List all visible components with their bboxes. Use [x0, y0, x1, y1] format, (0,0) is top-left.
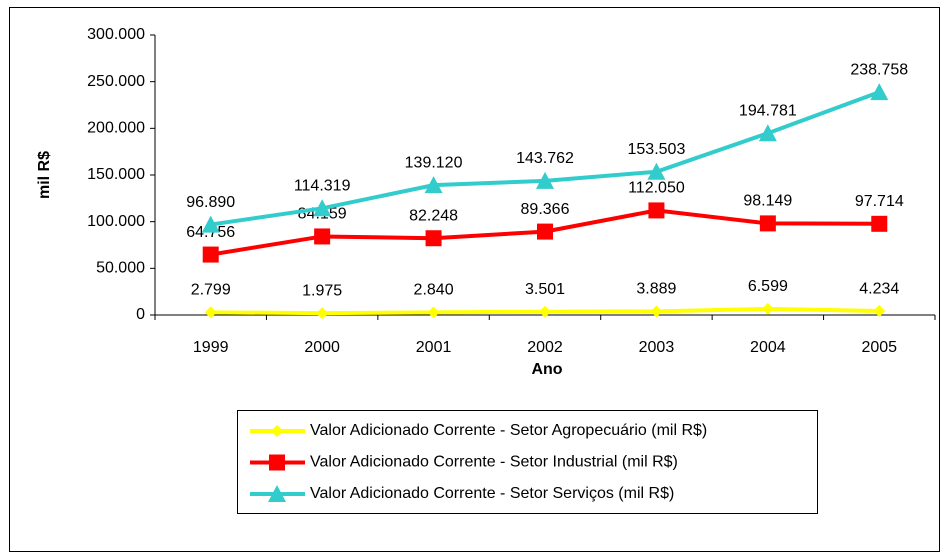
y-tick-label: 100.000	[87, 213, 145, 230]
marker	[759, 215, 776, 232]
x-tick-label: 2000	[304, 339, 340, 356]
marker	[201, 215, 220, 233]
marker	[537, 223, 553, 240]
x-tick-label: 2005	[861, 339, 897, 356]
y-tick-label: 150.000	[87, 166, 145, 183]
data-label: 114.319	[294, 178, 351, 195]
marker	[536, 171, 554, 189]
marker	[313, 199, 332, 217]
marker	[316, 307, 329, 320]
data-label: 3.889	[636, 281, 676, 298]
data-label: 96.890	[186, 194, 235, 211]
marker	[648, 202, 665, 219]
x-tick-label: 2001	[416, 339, 452, 356]
marker	[761, 302, 774, 315]
marker	[539, 305, 551, 318]
marker	[647, 162, 666, 180]
y-tick-label: 300.000	[87, 26, 145, 43]
y-tick-label: 250.000	[87, 73, 145, 90]
x-tick-label: 1999	[193, 339, 229, 356]
marker	[871, 215, 888, 232]
marker	[269, 454, 285, 471]
data-label: 98.149	[743, 193, 792, 210]
x-axis-label: Ano	[531, 361, 562, 378]
marker	[202, 246, 219, 263]
y-tick-label: 200.000	[87, 120, 145, 137]
data-label: 97.714	[855, 193, 904, 210]
x-tick-label: 2002	[527, 339, 563, 356]
x-tick-label: 2004	[750, 339, 786, 356]
y-tick-label: 0	[136, 306, 145, 323]
data-label: 139.120	[405, 154, 463, 171]
x-tick-label: 2003	[639, 339, 675, 356]
data-label: 112.050	[628, 180, 685, 197]
marker	[424, 176, 443, 194]
data-label: 82.248	[409, 207, 458, 224]
y-axis-label: mil R$	[36, 151, 53, 199]
marker	[314, 228, 331, 245]
marker	[870, 83, 889, 101]
data-label: 3.501	[525, 281, 565, 298]
data-label: 2.799	[191, 282, 231, 299]
marker	[873, 305, 886, 318]
legend-label: Valor Adicionado Corrente - Setor Serviç…	[310, 485, 674, 502]
legend-label: Valor Adicionado Corrente - Setor Indust…	[310, 454, 678, 471]
data-label: 4.234	[859, 280, 899, 297]
marker	[268, 485, 286, 502]
data-label: 194.781	[739, 102, 797, 119]
data-label: 153.503	[628, 141, 686, 158]
legend-label: Valor Adicionado Corrente - Setor Agrope…	[310, 422, 707, 439]
marker	[425, 230, 442, 247]
legend	[237, 410, 818, 514]
marker	[650, 305, 663, 318]
marker	[427, 306, 440, 319]
data-label: 238.758	[850, 61, 908, 78]
data-label: 2.840	[414, 282, 454, 299]
y-tick-label: 50.000	[96, 260, 145, 277]
data-label: 89.366	[521, 201, 570, 218]
marker	[204, 306, 217, 319]
marker	[758, 124, 777, 142]
data-label: 143.762	[516, 150, 574, 167]
data-label: 6.599	[748, 278, 788, 295]
marker	[271, 425, 283, 437]
data-label: 1.975	[302, 282, 342, 299]
